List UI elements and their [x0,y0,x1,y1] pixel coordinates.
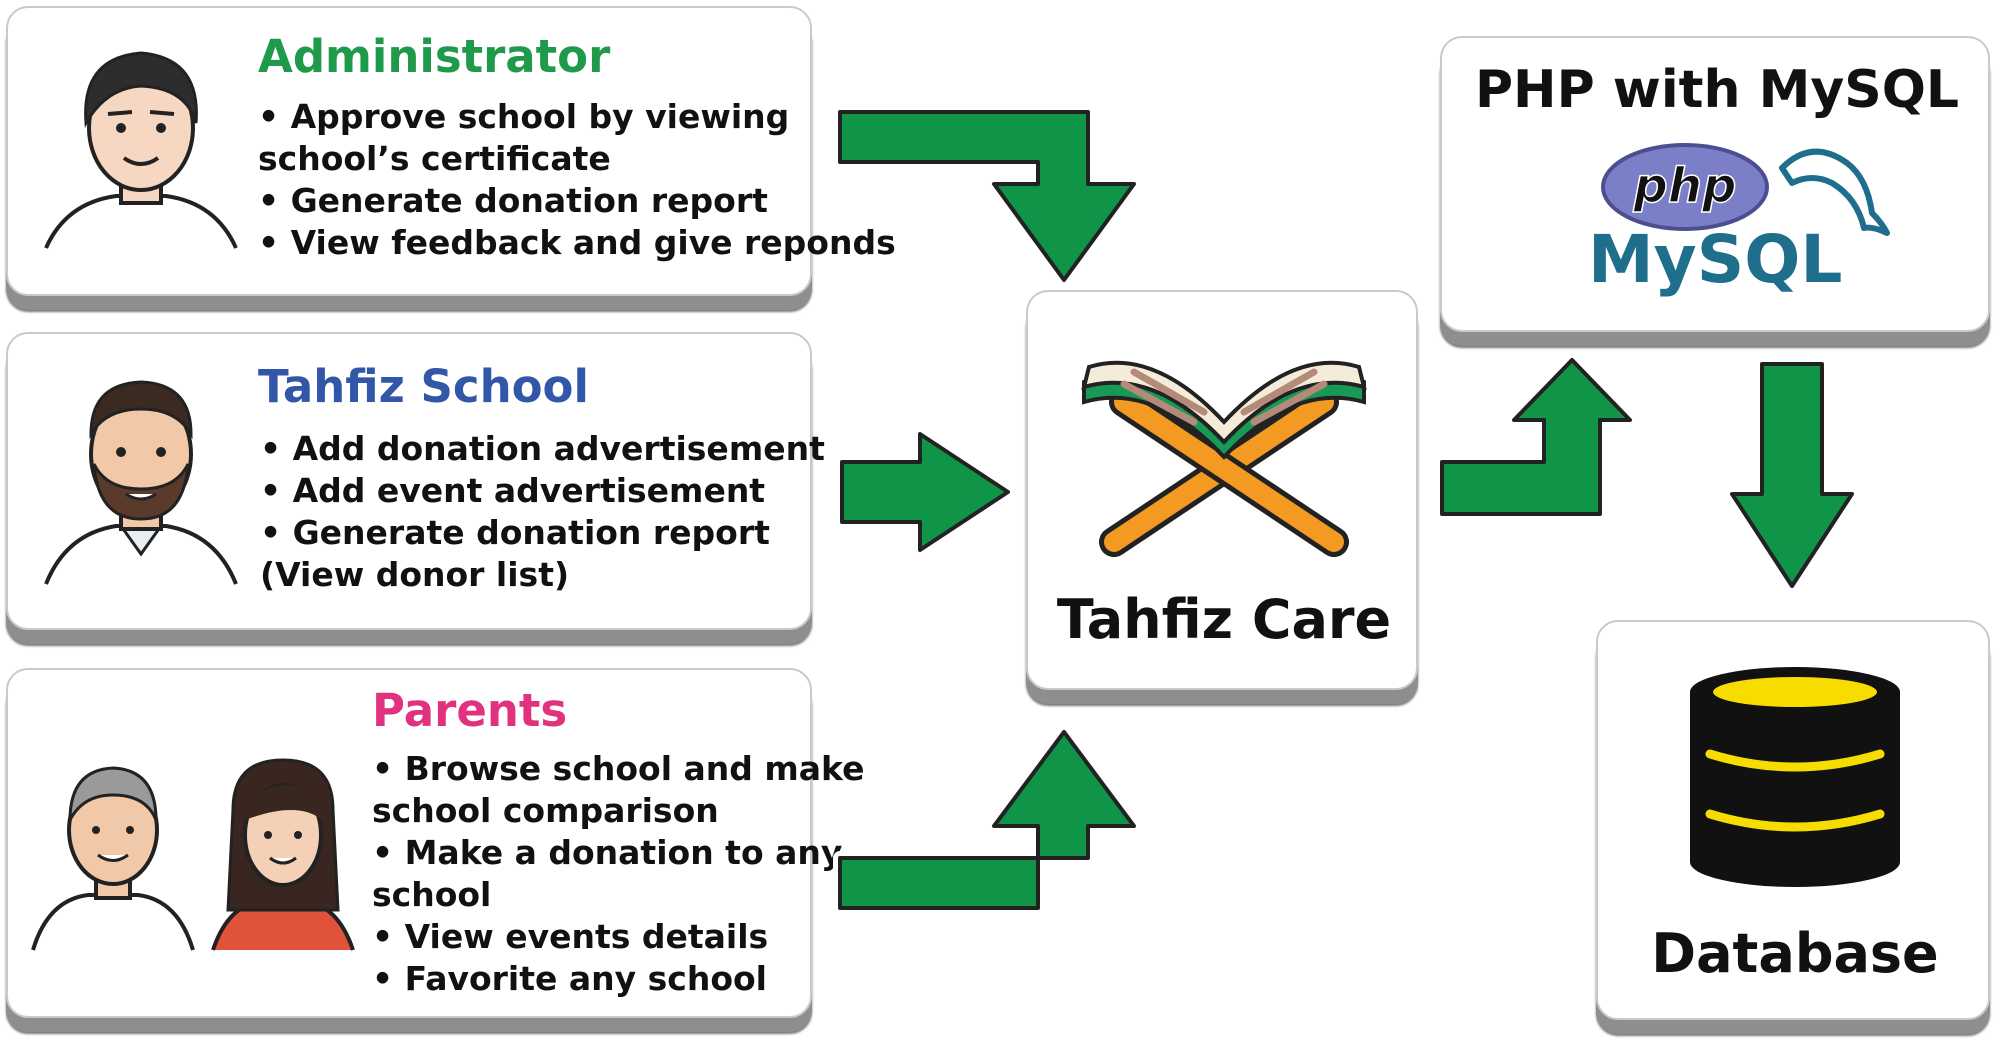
administrator-lines: • Approve school by viewing school’s cer… [258,96,896,264]
administrator-avatar [44,51,238,249]
tahfiz-care-label: Tahfiz Care [1056,588,1392,651]
tahfiz-school-line: • Generate donation report [260,513,770,552]
parents-lines: • Browse school and make school comparis… [372,748,865,1000]
tahfiz-school-line: (View donor list) [260,555,570,594]
parents-line: school [372,875,492,914]
php-logo-text: php [1633,158,1737,214]
tahfiz-school-lines: • Add donation advertisement • Add event… [260,428,825,596]
parents-card: Parents • Browse school and make school … [6,668,865,1018]
parents-line: • Browse school and make [372,749,865,788]
tahfiz-school-line: • Add donation advertisement [260,429,825,468]
administrator-line: school’s certificate [258,139,611,178]
arrow-center-to-php [1435,353,1637,521]
parents-avatar [31,758,355,951]
mysql-dolphin-logo [1779,148,1890,236]
php-mysql-title: PHP with MySQL [1474,60,1960,120]
quran-book-icon [1081,360,1367,557]
arrow-admin-to-center [833,105,1141,287]
tahfiz-school-title: Tahfiz School [258,360,589,413]
parents-line: • Make a donation to any [372,833,843,872]
parents-line: school comparison [372,791,719,830]
arrow-php-to-database [1725,357,1859,593]
mysql-wordmark: MySQL [1588,221,1842,298]
administrator-title: Administrator [258,30,611,83]
php-mysql-card: PHP with MySQL php MySQL [1440,36,1990,332]
parents-line: • Favorite any school [372,959,767,998]
php-logo: php [1601,143,1769,231]
database-icon [1690,667,1900,887]
administrator-line: • View feedback and give reponds [258,223,896,262]
arrow-school-to-center [835,427,1015,557]
tahfiz-school-avatar [44,380,238,585]
parents-title: Parents [372,684,568,737]
administrator-line: • Approve school by viewing [258,97,790,136]
mysql-wordmark-text: MySQL [1588,221,1842,298]
tahfiz-care-card: Tahfiz Care [1026,290,1418,690]
arrow-parents-to-center [833,725,1141,915]
parents-line: • View events details [372,917,769,956]
database-label: Database [1651,922,1939,985]
administrator-card: Administrator • Approve school by viewin… [6,6,896,296]
tahfiz-school-line: • Add event advertisement [260,471,766,510]
administrator-line: • Generate donation report [258,181,768,220]
database-card: Database [1596,620,1990,1020]
tahfiz-school-card: Tahfiz School • Add donation advertiseme… [6,332,825,630]
